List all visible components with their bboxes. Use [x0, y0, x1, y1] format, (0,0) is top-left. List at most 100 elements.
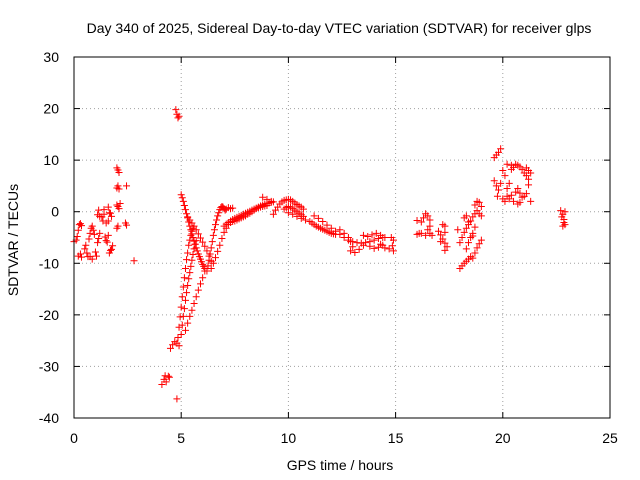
data-point: [514, 185, 522, 193]
data-point: [560, 219, 568, 227]
data-point: [289, 210, 297, 218]
data-point: [74, 226, 82, 234]
data-point: [516, 189, 524, 197]
y-axis-label: SDTVAR / TECUs: [5, 184, 21, 296]
data-point: [471, 249, 479, 257]
data-point: [76, 250, 84, 258]
data-point: [177, 191, 185, 199]
data-point: [189, 251, 197, 259]
data-point: [490, 177, 498, 185]
data-point: [192, 244, 200, 252]
data-point: [319, 218, 327, 226]
data-point: [314, 214, 322, 222]
data-point: [293, 212, 301, 220]
data-point: [518, 165, 526, 173]
data-point: [505, 195, 513, 203]
data-point: [114, 182, 122, 190]
data-point: [86, 229, 94, 237]
data-point: [190, 300, 198, 308]
data-point: [379, 241, 387, 249]
data-point: [192, 293, 200, 301]
data-point: [212, 254, 220, 262]
data-point: [374, 243, 382, 251]
x-tick-label: 25: [602, 430, 618, 446]
data-point: [413, 216, 421, 224]
data-point: [458, 234, 466, 241]
data-point: [507, 161, 515, 169]
data-point: [181, 326, 189, 334]
data-point: [91, 248, 99, 256]
data-point: [83, 249, 91, 257]
data-point: [180, 274, 188, 282]
data-point: [89, 226, 97, 234]
data-point: [176, 313, 184, 321]
x-tick-label: 10: [281, 430, 297, 446]
data-point: [507, 191, 515, 199]
data-point: [210, 226, 218, 234]
data-point: [207, 264, 215, 272]
data-point: [104, 231, 112, 239]
data-point: [385, 245, 393, 253]
axis-ticks: 0 5 10 15 20 25 -40 -30 -20 -10 0 10 20 30: [39, 49, 618, 446]
data-point: [269, 210, 277, 218]
data-point: [100, 206, 108, 214]
data-point: [525, 181, 533, 189]
data-point: [377, 231, 385, 239]
data-point: [194, 286, 202, 294]
data-point: [184, 249, 192, 257]
y-tick-label: 10: [43, 152, 59, 168]
data-point: [443, 243, 451, 251]
chart-title: Day 340 of 2025, Sidereal Day-to-day VTE…: [87, 20, 592, 36]
y-tick-label: -20: [39, 307, 59, 323]
data-point: [441, 228, 449, 236]
data-point: [297, 214, 305, 222]
y-tick-label: -40: [39, 410, 59, 426]
data-point: [434, 227, 442, 235]
data-point: [178, 321, 186, 329]
data-point: [267, 197, 275, 205]
data-point: [214, 212, 222, 220]
data-point: [187, 262, 195, 270]
data-point: [417, 229, 425, 237]
data-point: [199, 274, 207, 282]
data-point: [413, 230, 421, 238]
data-point: [184, 319, 192, 327]
data-point: [454, 226, 462, 234]
data-point: [299, 205, 307, 213]
data-point: [90, 230, 98, 238]
data-point: [214, 247, 222, 255]
data-point: [175, 112, 183, 120]
data-point: [527, 169, 535, 177]
x-tick-label: 0: [70, 430, 78, 446]
data-point: [462, 245, 470, 253]
data-point: [190, 222, 198, 230]
data-point: [209, 259, 217, 267]
data-point: [389, 236, 397, 244]
data-point: [166, 344, 174, 352]
data-point: [503, 160, 511, 168]
data-point: [557, 207, 565, 215]
data-point: [189, 234, 197, 241]
data-point: [161, 372, 169, 380]
data-point: [115, 205, 123, 213]
data-point: [213, 216, 221, 224]
data-point: [177, 303, 185, 311]
data-point: [366, 242, 374, 250]
data-point: [185, 275, 193, 283]
data-point: [173, 395, 181, 403]
data-point: [181, 206, 189, 214]
data-point: [103, 238, 111, 246]
data-point: [179, 312, 187, 320]
data-point: [512, 188, 520, 196]
y-tick-label: -10: [39, 255, 59, 271]
y-tick-label: -30: [39, 358, 59, 374]
data-point: [218, 235, 226, 243]
data-point: [95, 206, 103, 214]
data-point: [178, 293, 186, 301]
data-point: [359, 241, 367, 249]
x-tick-label: 20: [495, 430, 511, 446]
data-point: [93, 252, 101, 260]
data-point: [351, 248, 359, 256]
data-point: [175, 342, 183, 350]
data-point: [88, 255, 96, 263]
